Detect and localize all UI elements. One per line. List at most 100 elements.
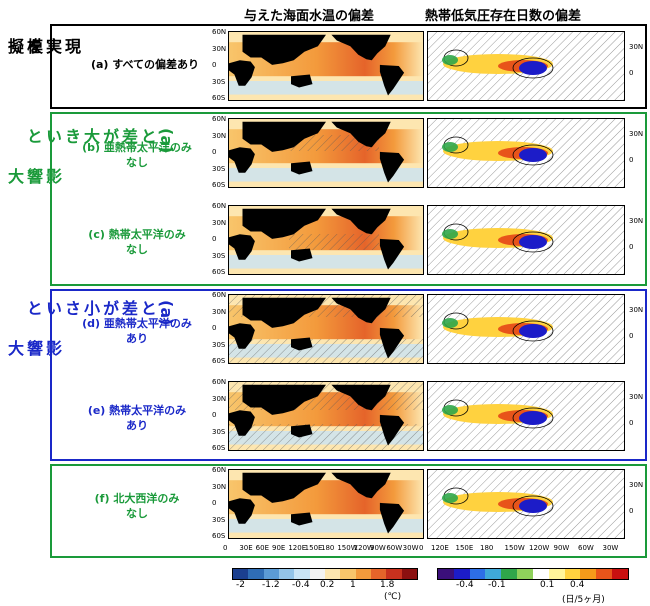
colorbar-swatch	[532, 569, 549, 579]
experiment-label-line2: なし	[126, 156, 148, 169]
sst-cool-band	[229, 254, 423, 269]
tc-contour	[512, 407, 554, 429]
colorbar-swatch	[564, 569, 581, 579]
colorbar-tick-label: -2	[236, 580, 245, 590]
lat-tick-label: 0	[212, 499, 217, 507]
sst-map-canvas	[229, 295, 423, 363]
lat-tick-label: 0	[212, 324, 217, 332]
tc-days-anomaly-map-b	[427, 118, 625, 188]
colorbar-swatch	[278, 569, 295, 579]
land-mass	[229, 60, 255, 86]
tc-negative-anomaly	[442, 229, 458, 239]
lat-tick-label: 30N	[212, 307, 227, 316]
sst-map-canvas	[229, 119, 423, 187]
lat-tick-label: 30S	[212, 164, 226, 173]
land-mass	[331, 472, 391, 499]
colorbar-swatch	[263, 569, 279, 579]
tc-days-anomaly-map-c	[427, 205, 625, 275]
colorbar-tick-label: 1	[350, 580, 356, 590]
lat-tick-label: 0	[212, 411, 217, 419]
lat-tick-label: 60S	[212, 181, 226, 189]
lat-tick-label: 60N	[212, 466, 227, 474]
lat-tick-label: 30N	[629, 130, 644, 138]
land-mass	[229, 498, 255, 524]
colorbar-tick-label: 0.2	[320, 580, 335, 590]
colorbar-tick-label: -1.2	[262, 580, 280, 590]
land-mass	[331, 384, 391, 411]
lat-tick-label: 30S	[212, 340, 226, 349]
tc-map-canvas	[428, 382, 624, 450]
colorbar-swatch	[580, 569, 597, 579]
tc-days-anomaly-map-d	[427, 294, 625, 364]
tc-negative-anomaly	[519, 499, 547, 513]
lon-tick-label: 90W	[553, 544, 570, 552]
lat-tick-label: 30N	[212, 218, 227, 227]
sst-anomaly-map-c	[228, 205, 424, 275]
colorbar-swatch	[248, 569, 264, 579]
tc-contour	[512, 231, 554, 253]
lon-tick-label: 150W	[504, 544, 525, 552]
land-mass	[331, 297, 391, 324]
frame-north-atlantic	[50, 464, 647, 558]
land-mass	[379, 414, 405, 446]
lat-tick-label: 0	[629, 156, 634, 164]
lat-tick-label: 30S	[212, 515, 226, 524]
sst-anomaly-map-e	[228, 381, 424, 451]
lat-tick-label: 60N	[212, 378, 227, 386]
group-label-line1: 現実を	[24, 38, 81, 54]
sst-cool-band	[229, 518, 423, 533]
lat-tick-label: 0	[212, 235, 217, 243]
lon-tick-label: 120W	[529, 544, 550, 552]
lat-tick-label: 30N	[629, 43, 644, 51]
experiment-label-line1: (e) 熱帯太平洋のみ	[87, 404, 187, 417]
colorbar-swatch	[453, 569, 470, 579]
tc-negative-anomaly	[442, 318, 458, 328]
sst-map-canvas	[229, 470, 423, 538]
lat-tick-label: 0	[212, 61, 217, 69]
land-mass	[331, 34, 391, 61]
experiment-label-line2: なし	[126, 243, 148, 256]
lat-tick-label: 0	[629, 332, 634, 340]
lat-tick-label: 60S	[212, 94, 226, 102]
colorbar-swatch	[548, 569, 565, 579]
land-mass	[229, 323, 255, 349]
lon-tick-label: 0	[419, 544, 424, 552]
colorbar-tick-label: 1.8	[380, 580, 395, 590]
land-mass	[291, 161, 313, 175]
sst-colorbar-unit: (℃)	[384, 592, 402, 602]
lat-tick-label: 30S	[212, 77, 226, 86]
lon-tick-label: 30W	[402, 544, 419, 552]
lon-tick-label: 60W	[578, 544, 594, 552]
lat-tick-label: 30N	[212, 44, 227, 53]
sst-column-header: 与えた海面水温の偏差	[244, 9, 375, 24]
lon-tick-label: 60E	[255, 544, 269, 552]
tc-days-anomaly-map-f	[427, 469, 625, 539]
lon-tick-label: 180	[480, 544, 494, 552]
sst-map-canvas	[229, 206, 423, 274]
experiment-label-line2: あり	[126, 419, 148, 432]
lat-tick-label: 30N	[212, 131, 227, 140]
lat-tick-label: 0	[212, 148, 217, 156]
colorbar-tick-label: -0.4	[456, 580, 474, 590]
group-label-line1: (a)と差が小さいと	[24, 300, 176, 326]
sst-cool-band	[229, 80, 423, 95]
experiment-label-line1: (a) すべての偏差あり	[90, 58, 200, 71]
land-mass	[291, 512, 313, 526]
tc-negative-anomaly	[519, 235, 547, 249]
tc-negative-anomaly	[519, 61, 547, 75]
lat-tick-label: 60N	[212, 202, 227, 210]
tc-colorbar-unit: (日/5ヶ月)	[562, 595, 605, 605]
tc-negative-anomaly	[442, 142, 458, 152]
colorbar-swatch	[469, 569, 486, 579]
colorbar-tick-label: 0.1	[540, 580, 555, 590]
colorbar-swatch	[355, 569, 371, 579]
tc-map-canvas	[428, 470, 624, 538]
sst-anomaly-map-d	[228, 294, 424, 364]
group-label-line2: 模擬	[5, 38, 43, 54]
lon-tick-label: 60W	[386, 544, 403, 552]
tc-column-header: 熱帯低気圧存在日数の偏差	[425, 9, 582, 24]
lat-tick-label: 60S	[212, 357, 226, 365]
land-mass	[229, 147, 255, 173]
lat-tick-label: 0	[629, 507, 634, 515]
colorbar-swatch	[438, 569, 454, 579]
